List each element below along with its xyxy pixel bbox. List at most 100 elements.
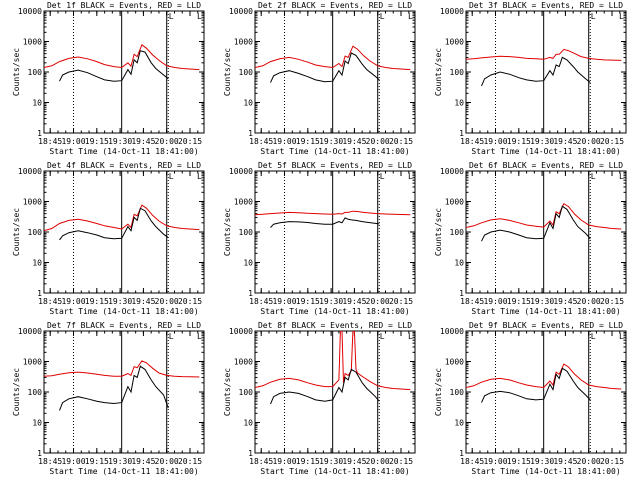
x-tick-label: 19:00 bbox=[272, 137, 296, 146]
y-tick-label: 1 bbox=[248, 449, 253, 458]
x-axis-label: Start Time (14-Oct-11 18:41:00) bbox=[471, 467, 620, 476]
plot-frame bbox=[254, 170, 416, 294]
x-tick-label: 19:00 bbox=[483, 137, 507, 146]
x-tick-label: 20:00 bbox=[577, 137, 601, 146]
y-tick-label: 1 bbox=[459, 129, 464, 138]
x-tick-label: 19:15 bbox=[85, 137, 109, 146]
x-axis-label: Start Time (14-Oct-11 18:41:00) bbox=[260, 467, 409, 476]
y-tick-label: 10 bbox=[32, 259, 42, 268]
lld-series-line bbox=[44, 44, 200, 71]
x-tick-label: 19:30 bbox=[319, 457, 343, 466]
detector-panel-4: Det 4f BLACK = Events, RED = LLD L L 1 10 100… bbox=[12, 161, 205, 316]
lld-series-line bbox=[466, 363, 622, 390]
plot-frame bbox=[254, 330, 416, 454]
panel-title: Det 4f BLACK = Events, RED = LLD bbox=[47, 161, 201, 170]
detector-panel-1: Det 1f BLACK = Events, RED = LLD L L 1 10 100… bbox=[12, 1, 205, 156]
y-axis-label: Counts/sec bbox=[434, 368, 443, 416]
y-tick-label: 1000 bbox=[23, 358, 42, 367]
corner-mark: L bbox=[591, 172, 596, 181]
x-axis-label: Start Time (14-Oct-11 18:41:00) bbox=[49, 307, 198, 316]
corner-mark: L bbox=[197, 172, 202, 181]
detector-panel-9: Det 9f BLACK = Events, RED = LLD L L 1 10 100… bbox=[434, 321, 627, 476]
detector-panel-6: Det 6f BLACK = Events, RED = LLD L L 1 10 100… bbox=[434, 161, 627, 316]
x-axis-label: Start Time (14-Oct-11 18:41:00) bbox=[49, 467, 198, 476]
y-tick-label: 1000 bbox=[234, 38, 253, 47]
x-tick-label: 19:15 bbox=[507, 137, 531, 146]
corner-mark: L bbox=[169, 12, 174, 21]
y-axis-label: Counts/sec bbox=[12, 48, 21, 96]
y-axis-label: Counts/sec bbox=[223, 368, 232, 416]
x-tick-label: 19:30 bbox=[108, 137, 132, 146]
y-tick-label: 10000 bbox=[229, 327, 253, 336]
y-tick-label: 10000 bbox=[440, 167, 464, 176]
y-tick-label: 100 bbox=[450, 228, 465, 237]
detector-panel-8: Det 8f BLACK = Events, RED = LLD L L 1 10 100… bbox=[223, 321, 416, 476]
y-tick-label: 10000 bbox=[229, 7, 253, 16]
x-tick-label: 19:00 bbox=[272, 297, 296, 306]
y-tick-label: 10 bbox=[32, 99, 42, 108]
y-tick-label: 100 bbox=[239, 68, 254, 77]
x-tick-label: 20:15 bbox=[178, 137, 202, 146]
x-axis-label: Start Time (14-Oct-11 18:41:00) bbox=[260, 147, 409, 156]
x-axis-label: Start Time (14-Oct-11 18:41:00) bbox=[471, 147, 620, 156]
y-tick-label: 100 bbox=[28, 68, 43, 77]
corner-mark: L bbox=[380, 12, 385, 21]
panel-title: Det 9f BLACK = Events, RED = LLD bbox=[469, 321, 623, 330]
x-tick-label: 19:15 bbox=[85, 297, 109, 306]
x-tick-label: 19:45 bbox=[342, 457, 366, 466]
y-tick-label: 1 bbox=[37, 289, 42, 298]
y-tick-label: 1000 bbox=[445, 358, 464, 367]
y-tick-label: 10 bbox=[454, 99, 464, 108]
x-tick-label: 20:15 bbox=[178, 297, 202, 306]
x-tick-label: 19:00 bbox=[272, 457, 296, 466]
detector-panel-5: Det 5f BLACK = Events, RED = LLD L L 1 10 100… bbox=[223, 161, 416, 316]
y-tick-label: 100 bbox=[239, 388, 254, 397]
y-axis-label: Counts/sec bbox=[12, 208, 21, 256]
y-tick-label: 1000 bbox=[234, 198, 253, 207]
panel-title: Det 7f BLACK = Events, RED = LLD bbox=[47, 321, 201, 330]
corner-mark: L bbox=[408, 12, 413, 21]
corner-mark: L bbox=[408, 332, 413, 341]
y-tick-label: 1 bbox=[248, 289, 253, 298]
events-series-line bbox=[270, 368, 380, 405]
corner-mark: L bbox=[619, 172, 624, 181]
y-axis-label: Counts/sec bbox=[434, 208, 443, 256]
x-tick-label: 20:15 bbox=[178, 457, 202, 466]
x-tick-label: 20:00 bbox=[366, 457, 390, 466]
x-tick-label: 19:15 bbox=[507, 297, 531, 306]
x-tick-label: 19:45 bbox=[131, 297, 155, 306]
x-tick-label: 19:45 bbox=[131, 457, 155, 466]
x-tick-label: 18:45 bbox=[460, 457, 484, 466]
y-tick-label: 1 bbox=[37, 129, 42, 138]
y-tick-label: 10 bbox=[32, 419, 42, 428]
x-tick-label: 19:45 bbox=[553, 137, 577, 146]
events-series-line bbox=[481, 205, 591, 242]
x-tick-label: 19:00 bbox=[61, 137, 85, 146]
y-tick-label: 10000 bbox=[440, 7, 464, 16]
x-tick-label: 20:15 bbox=[600, 137, 624, 146]
y-axis-label: Counts/sec bbox=[434, 48, 443, 96]
x-tick-label: 18:45 bbox=[249, 137, 273, 146]
events-series-line bbox=[59, 207, 169, 241]
x-tick-label: 19:30 bbox=[108, 297, 132, 306]
x-tick-label: 19:15 bbox=[296, 457, 320, 466]
x-tick-label: 18:45 bbox=[249, 297, 273, 306]
x-tick-label: 20:15 bbox=[389, 457, 413, 466]
y-tick-label: 10000 bbox=[18, 7, 42, 16]
panel-title: Det 3f BLACK = Events, RED = LLD bbox=[469, 1, 623, 10]
y-tick-label: 10000 bbox=[18, 327, 42, 336]
y-axis-label: Counts/sec bbox=[223, 48, 232, 96]
x-tick-label: 19:30 bbox=[530, 297, 554, 306]
y-tick-label: 10 bbox=[243, 259, 253, 268]
x-tick-label: 20:15 bbox=[600, 297, 624, 306]
x-tick-label: 19:45 bbox=[342, 137, 366, 146]
y-tick-label: 100 bbox=[450, 68, 465, 77]
x-tick-label: 19:45 bbox=[131, 137, 155, 146]
plot-frame bbox=[465, 330, 627, 454]
y-tick-label: 1000 bbox=[234, 358, 253, 367]
panel-title: Det 5f BLACK = Events, RED = LLD bbox=[258, 161, 412, 170]
y-tick-label: 10000 bbox=[229, 167, 253, 176]
lld-series-line bbox=[44, 360, 200, 378]
y-tick-label: 100 bbox=[239, 228, 254, 237]
y-tick-label: 1000 bbox=[445, 38, 464, 47]
